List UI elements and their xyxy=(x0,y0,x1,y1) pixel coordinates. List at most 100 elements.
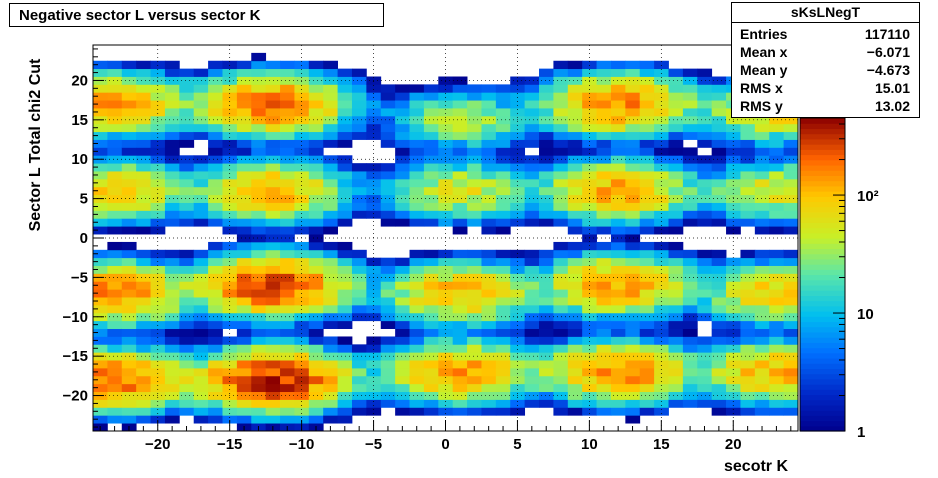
heatmap-cell xyxy=(610,320,626,329)
heatmap-cell xyxy=(150,131,166,140)
heatmap-cell xyxy=(265,289,281,298)
heatmap-cell xyxy=(251,391,267,400)
heatmap-cell xyxy=(280,60,295,70)
heatmap-cell xyxy=(323,383,338,393)
heatmap-cell xyxy=(754,155,770,164)
heatmap-cell xyxy=(409,328,425,337)
heatmap-cell xyxy=(711,218,727,227)
heatmap-cell xyxy=(539,249,554,259)
heatmap-cell xyxy=(769,123,785,133)
heatmap-cell xyxy=(438,367,454,377)
heatmap-cell xyxy=(423,155,439,164)
heatmap-cell xyxy=(582,367,597,377)
heatmap-cell xyxy=(337,407,353,416)
heatmap-cell xyxy=(222,139,238,148)
colorbar-segment xyxy=(800,357,845,364)
heatmap-cell xyxy=(495,391,511,400)
colorbar-segment xyxy=(800,191,845,197)
heatmap-cell xyxy=(93,178,108,188)
heatmap-cell xyxy=(337,352,353,361)
heatmap-cell xyxy=(783,383,799,393)
heatmap-cell xyxy=(294,108,310,117)
heatmap-cell xyxy=(337,415,353,424)
heatmap-cell xyxy=(654,407,669,416)
heatmap-cell xyxy=(423,123,439,133)
heatmap-cell xyxy=(136,407,151,416)
heatmap-cell xyxy=(625,383,641,393)
heatmap-cell xyxy=(121,265,137,274)
heatmap-cell xyxy=(136,123,151,133)
heatmap-cell xyxy=(251,265,267,274)
heatmap-cell xyxy=(625,289,641,298)
heatmap-cell xyxy=(697,84,713,93)
heatmap-cell xyxy=(740,178,756,188)
heatmap-cell xyxy=(596,84,612,93)
heatmap-cell xyxy=(179,367,195,377)
heatmap-cell xyxy=(452,344,468,353)
heatmap-cell xyxy=(524,171,540,180)
heatmap-cell xyxy=(567,139,583,148)
heatmap-cell xyxy=(409,320,425,329)
heatmap-cell xyxy=(323,344,338,353)
heatmap-cell xyxy=(481,265,497,274)
heatmap-cell xyxy=(740,155,756,164)
heatmap-cell xyxy=(323,320,338,329)
heatmap-cell xyxy=(596,186,612,196)
heatmap-cell xyxy=(164,84,180,93)
heatmap-cell xyxy=(553,320,569,329)
heatmap-cell xyxy=(711,194,727,203)
heatmap-cell xyxy=(524,336,540,345)
heatmap-cell xyxy=(380,186,396,196)
heatmap-cell xyxy=(323,352,338,361)
heatmap-cell xyxy=(438,320,454,329)
colorbar-segment xyxy=(800,425,845,432)
heatmap-cell xyxy=(610,218,626,227)
heatmap-cell xyxy=(481,92,497,101)
heatmap-cell xyxy=(236,234,252,243)
heatmap-cell xyxy=(251,139,267,148)
heatmap-cell xyxy=(179,383,195,393)
heatmap-cell xyxy=(697,360,713,369)
heatmap-cell xyxy=(423,163,439,172)
heatmap-cell xyxy=(323,375,338,385)
heatmap-cell xyxy=(395,218,410,227)
heatmap-cell xyxy=(668,218,684,227)
heatmap-cell xyxy=(654,328,669,337)
heatmap-cell xyxy=(251,241,267,251)
colorbar-segment xyxy=(800,201,845,208)
heatmap-cell xyxy=(582,123,597,133)
heatmap-cell xyxy=(740,194,756,203)
heatmap-cell xyxy=(668,108,684,117)
heatmap-cell xyxy=(553,344,569,353)
heatmap-cell xyxy=(222,60,238,70)
heatmap-cell xyxy=(164,163,180,172)
heatmap-cell xyxy=(351,273,367,282)
heatmap-cell xyxy=(93,210,108,219)
colorbar-segment xyxy=(800,237,845,244)
heatmap-cell xyxy=(164,147,180,156)
heatmap-cell xyxy=(208,115,223,125)
heatmap-cell xyxy=(251,76,267,85)
heatmap-cell xyxy=(308,210,324,219)
heatmap-cell xyxy=(639,241,655,251)
heatmap-cell xyxy=(754,336,770,345)
heatmap-cell xyxy=(553,210,569,219)
heatmap-cell xyxy=(409,312,425,322)
heatmap-cell xyxy=(495,289,511,298)
heatmap-cell xyxy=(654,226,669,235)
heatmap-cell xyxy=(136,92,151,101)
heatmap-cell xyxy=(582,218,597,227)
heatmap-cell xyxy=(136,147,151,156)
heatmap-cell xyxy=(395,289,410,298)
heatmap-cell xyxy=(754,210,770,219)
heatmap-cell xyxy=(150,226,166,235)
heatmap-cell xyxy=(395,273,410,282)
heatmap-cell xyxy=(539,281,554,290)
heatmap-cell xyxy=(567,202,583,211)
heatmap-cell xyxy=(682,257,698,266)
heatmap-cell xyxy=(567,76,583,85)
heatmap-cell xyxy=(596,289,612,298)
heatmap-cell xyxy=(668,344,684,353)
heatmap-cell xyxy=(625,226,641,235)
heatmap-cell xyxy=(208,241,223,251)
